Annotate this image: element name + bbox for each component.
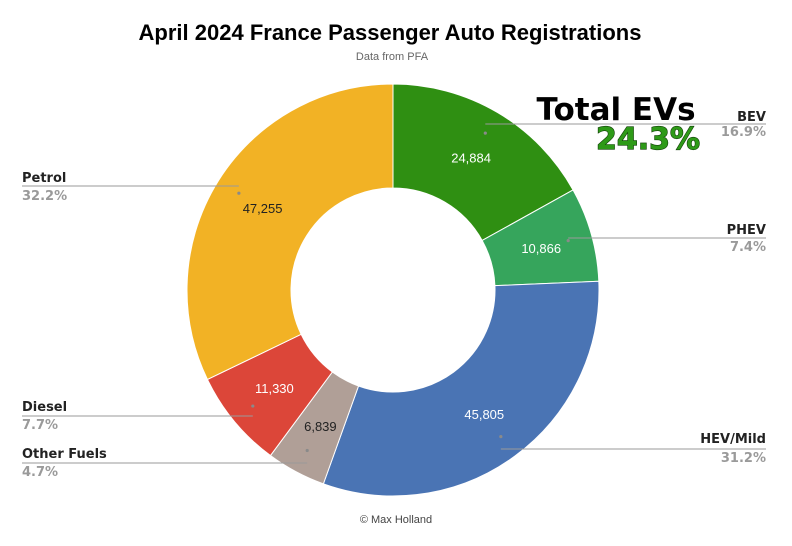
leader-dot-bev [483,131,487,135]
legend-percent-phev: 7.4% [730,240,766,255]
legend-percent-hev-mild: 31.2% [721,451,766,466]
slice-value-phev: 10,866 [521,241,561,256]
slice-value-petrol: 47,255 [243,201,283,216]
legend-percent-diesel: 7.7% [22,418,58,433]
legend-label-phev: PHEV [727,223,766,238]
slice-value-other-fuels: 6,839 [304,419,337,434]
legend-percent-bev: 16.9% [721,125,766,140]
slice-bev [392,83,574,242]
slice-value-hev-mild: 45,805 [464,407,504,422]
leader-dot-hev-mild [499,435,503,439]
legend-label-hev-mild: HEV/Mild [700,432,766,447]
leader-dot-diesel [251,404,255,408]
legend-percent-petrol: 32.2% [22,189,67,204]
legend-label-bev: BEV [737,110,766,125]
chart-credit: © Max Holland [360,514,432,526]
legend-label-other-fuels: Other Fuels [22,447,107,462]
slice-hev-mild [322,280,600,497]
leader-dot-phev [566,239,570,243]
slice-value-bev: 24,884 [451,150,491,165]
legend-percent-other-fuels: 4.7% [22,465,58,480]
total-evs-title: Total EVs [536,92,695,128]
slice-petrol [186,83,394,381]
donut-slices [186,83,600,497]
slice-value-diesel: 11,330 [255,381,294,396]
total-evs-value: 24.3% [596,122,700,157]
leader-dot-other-fuels [305,448,309,453]
legend-label-petrol: Petrol [22,171,66,186]
legend-label-diesel: Diesel [22,400,67,415]
leader-dot-petrol [237,191,241,195]
chart-title: April 2024 France Passenger Auto Registr… [139,20,642,45]
chart-subtitle: Data from PFA [356,51,429,63]
